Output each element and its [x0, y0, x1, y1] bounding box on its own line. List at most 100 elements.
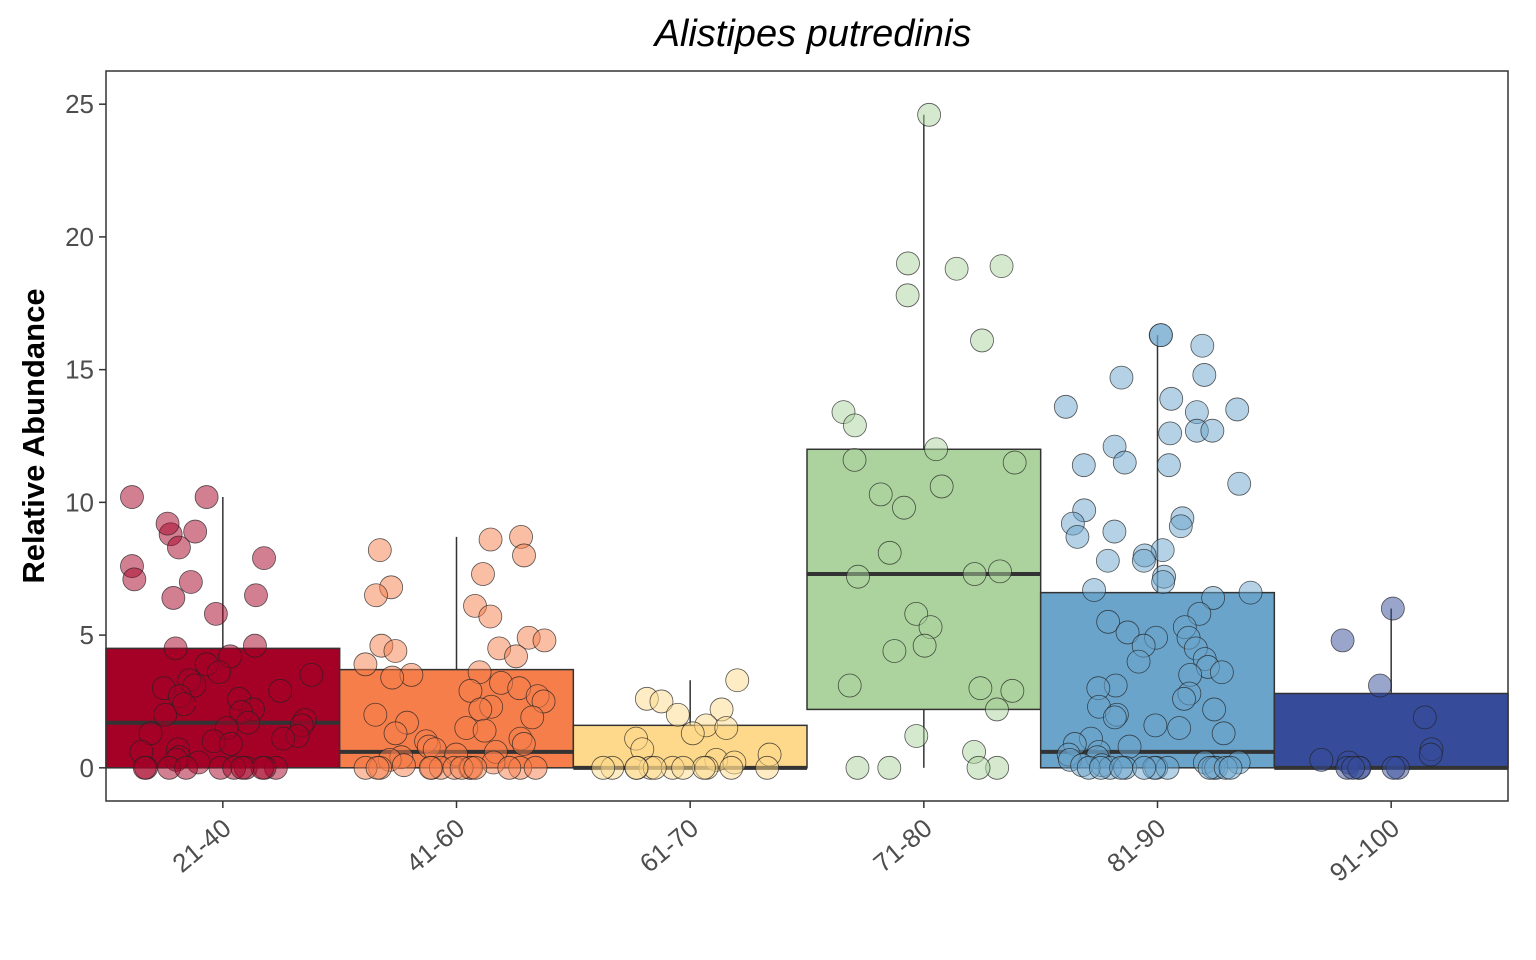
x-tick-label: 41-60	[400, 813, 470, 879]
data-point	[868, 482, 893, 507]
data-point	[1109, 755, 1134, 780]
data-point	[472, 718, 497, 743]
data-point	[988, 559, 1012, 584]
data-point	[1190, 333, 1215, 358]
data-point	[1381, 755, 1406, 780]
data-point	[962, 562, 987, 586]
data-point	[463, 755, 488, 780]
data-point	[365, 755, 390, 780]
data-point	[1102, 519, 1127, 544]
data-point	[203, 601, 228, 626]
data-point	[882, 639, 907, 663]
data-point	[917, 102, 942, 127]
data-point	[504, 644, 528, 669]
data-point	[1168, 514, 1193, 539]
points-81-90	[1053, 323, 1263, 780]
data-point	[1088, 755, 1113, 780]
data-point	[363, 702, 388, 727]
data-point	[912, 633, 937, 658]
data-point	[665, 702, 690, 727]
data-point	[989, 254, 1014, 279]
box-iqr	[806, 448, 1042, 711]
data-point	[163, 636, 188, 661]
data-point	[271, 726, 296, 751]
data-point	[1227, 471, 1252, 496]
data-point	[845, 755, 870, 780]
x-axis: 21-40 41-60 61-70 71-80 81-90 91-100	[166, 801, 1405, 888]
data-point	[877, 540, 902, 565]
data-point	[532, 628, 557, 653]
data-point	[478, 604, 503, 629]
data-point	[1002, 450, 1027, 475]
y-axis: 0 5 10 15 20 25	[65, 89, 106, 783]
data-point	[966, 755, 991, 780]
data-point	[132, 755, 157, 780]
points-61-70	[591, 668, 782, 780]
data-point	[183, 519, 208, 544]
data-point	[877, 755, 902, 780]
data-point	[353, 652, 378, 677]
data-point	[1117, 734, 1142, 759]
data-point	[380, 665, 405, 690]
data-point	[268, 678, 293, 703]
data-point	[843, 413, 867, 438]
data-point	[1380, 596, 1405, 621]
data-point	[236, 710, 260, 735]
data-point	[367, 538, 392, 563]
data-point	[299, 663, 324, 687]
data-point	[1341, 755, 1365, 780]
data-point	[1000, 678, 1025, 703]
x-tick-label: 91-100	[1324, 813, 1405, 888]
data-point	[895, 283, 920, 308]
data-point	[1115, 620, 1140, 645]
data-point	[230, 755, 255, 780]
x-tick-label: 21-40	[166, 813, 236, 879]
y-tick-label: 25	[65, 89, 94, 119]
data-point	[1167, 716, 1192, 740]
data-point	[896, 251, 920, 276]
data-point	[207, 660, 231, 685]
data-point	[1211, 721, 1236, 746]
data-point	[497, 755, 522, 780]
data-point	[1368, 673, 1392, 698]
data-point	[1309, 747, 1334, 772]
data-point	[719, 755, 744, 780]
data-point	[1131, 548, 1156, 573]
data-point	[846, 564, 870, 589]
y-tick-label: 20	[65, 222, 94, 252]
data-point	[924, 437, 949, 462]
data-point	[178, 570, 203, 594]
data-point	[904, 724, 929, 748]
data-point	[174, 755, 199, 780]
data-point	[458, 678, 483, 703]
points-layer	[120, 102, 1444, 780]
data-point	[1102, 705, 1127, 730]
data-point	[523, 755, 548, 780]
data-point	[511, 732, 536, 756]
data-point	[1172, 686, 1196, 711]
data-point	[122, 567, 147, 592]
data-point	[512, 543, 536, 568]
data-point	[161, 586, 186, 610]
y-axis-label: Relative Abundance	[16, 288, 51, 583]
data-point	[383, 639, 408, 663]
data-point	[1157, 453, 1181, 478]
x-tick-label: 61-70	[634, 813, 704, 879]
data-point	[985, 697, 1009, 722]
data-point	[714, 716, 739, 740]
data-point	[1109, 365, 1134, 390]
data-point	[155, 511, 180, 536]
data-point	[591, 755, 616, 780]
data-point	[1209, 660, 1234, 685]
y-tick-label: 10	[65, 487, 94, 517]
data-point	[892, 495, 916, 520]
points-71-80	[831, 102, 1027, 780]
data-point	[1201, 586, 1226, 610]
data-point	[1149, 323, 1173, 348]
data-point	[172, 692, 196, 717]
data-point	[167, 535, 191, 560]
data-point	[1112, 450, 1137, 475]
data-point	[1412, 705, 1437, 730]
data-point	[468, 697, 493, 722]
